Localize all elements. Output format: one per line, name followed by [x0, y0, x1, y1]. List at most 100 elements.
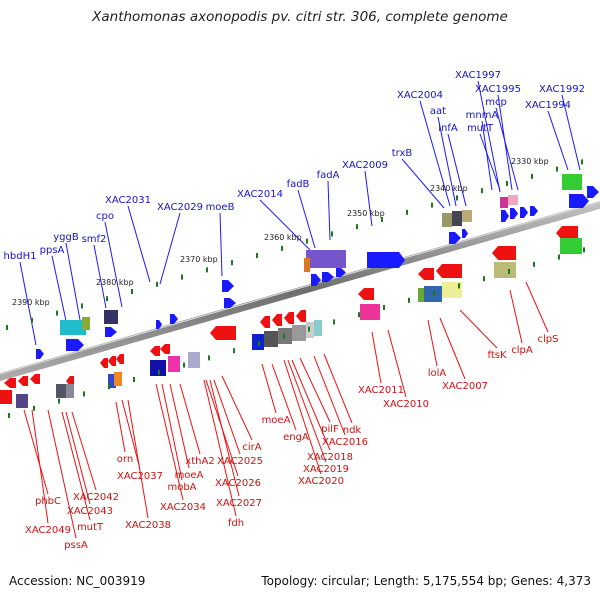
forward-gene-block — [82, 317, 90, 330]
top-tick-mark — [481, 188, 483, 194]
reverse-gene-arrow — [260, 316, 270, 328]
forward-gene-block — [304, 258, 310, 272]
leader-line — [364, 170, 373, 227]
leader-line — [219, 212, 223, 277]
leader-line — [159, 212, 181, 285]
forward-gene-block — [462, 210, 472, 222]
gene-label: moeA — [262, 415, 291, 426]
bottom-tick-mark — [208, 355, 210, 361]
bottom-tick-mark — [533, 261, 535, 267]
backbone-rod — [0, 200, 600, 382]
forward-gene-block — [508, 195, 518, 205]
reverse-gene-block — [292, 325, 306, 341]
top-tick-mark — [106, 296, 108, 302]
scale-tick-label: 2360 kbp — [264, 233, 302, 242]
reverse-gene-arrow — [284, 312, 294, 324]
leader-line — [161, 383, 183, 481]
gene-label: fdh — [228, 518, 244, 529]
backbone-highlight — [0, 201, 600, 375]
forward-gene-block — [60, 320, 86, 335]
reverse-gene-arrow — [556, 226, 578, 240]
leader-line — [401, 158, 445, 209]
forward-gene-arrow — [510, 208, 518, 219]
gene-label: XAC2011 — [358, 385, 404, 396]
bottom-tick-mark — [483, 276, 485, 282]
leader-line — [561, 94, 581, 171]
top-tick-mark — [181, 274, 183, 280]
leader-line — [313, 355, 346, 436]
leader-line — [71, 411, 97, 491]
top-tick-mark — [406, 209, 408, 215]
bottom-tick-mark — [508, 269, 510, 274]
gene-label: mcp — [485, 97, 507, 108]
leader-line — [477, 80, 501, 193]
reverse-gene-block — [264, 331, 278, 347]
gene-label: XAC1994 — [525, 100, 571, 111]
bottom-tick-mark — [283, 333, 285, 339]
gene-label: moeA — [175, 470, 204, 481]
reverse-gene-arrow — [436, 264, 462, 278]
forward-gene-arrow — [222, 280, 234, 292]
reverse-gene-block — [560, 238, 582, 254]
scale-tick-label: 2380 kbp — [96, 278, 134, 287]
gene-label: ftsK — [487, 350, 506, 361]
top-tick-mark — [56, 310, 58, 316]
leader-line — [127, 205, 151, 283]
bottom-tick-mark — [358, 312, 360, 318]
forward-gene-block — [306, 250, 346, 268]
leader-line — [19, 261, 37, 346]
gene-label: xthA2 — [185, 456, 214, 467]
forward-gene-arrow — [449, 232, 461, 244]
top-tick-mark — [231, 260, 233, 266]
gene-label: clpS — [538, 334, 559, 345]
gene-label: fadA — [317, 170, 340, 181]
gene-label: XAC2004 — [397, 90, 443, 101]
gene-label: engA — [283, 432, 309, 443]
gene-label: phbC — [35, 496, 61, 507]
scale-tick-label: 2370 kbp — [180, 255, 218, 264]
gene-label: hbdH1 — [4, 251, 37, 262]
gene-label: XAC2020 — [298, 476, 344, 487]
top-tick-mark — [156, 281, 158, 287]
gene-label: XAC2014 — [237, 189, 283, 200]
forward-gene-arrow — [587, 186, 599, 198]
leader-line — [155, 383, 184, 501]
scale-tick-label: 2330 kbp — [511, 157, 549, 166]
reverse-gene-arrow — [296, 310, 306, 322]
forward-gene-arrow — [66, 339, 84, 351]
bottom-tick-mark — [158, 369, 160, 375]
top-tick-mark — [456, 195, 458, 201]
top-tick-mark — [81, 303, 83, 309]
forward-gene-block — [562, 174, 582, 190]
forward-gene-arrow — [224, 298, 236, 308]
forward-gene-block — [452, 211, 462, 226]
bottom-tick-mark — [383, 305, 385, 310]
bottom-tick-mark — [433, 290, 435, 296]
reverse-gene-block — [494, 262, 516, 278]
bottom-tick-mark — [458, 283, 460, 289]
gene-label: moeB — [206, 202, 235, 213]
bottom-tick-mark — [83, 391, 85, 397]
bottom-tick-mark — [133, 377, 135, 382]
leader-line — [479, 133, 501, 191]
leader-line — [287, 359, 327, 463]
bottom-tick-mark — [333, 319, 335, 325]
reverse-gene-arrow — [358, 288, 374, 300]
forward-gene-arrow — [336, 268, 346, 277]
leader-line — [51, 255, 69, 331]
leader-line — [104, 221, 123, 308]
leader-line — [213, 379, 241, 455]
bottom-tick-mark — [308, 326, 310, 332]
gene-label: XAC2031 — [105, 195, 151, 206]
gene-label: smf2 — [82, 234, 107, 245]
leader-line — [299, 357, 331, 423]
leader-line — [291, 359, 331, 451]
bottom-tick-mark — [583, 247, 585, 253]
reverse-gene-block — [418, 288, 426, 302]
top-tick-mark — [356, 224, 358, 230]
leader-line — [547, 110, 569, 171]
top-tick-mark — [581, 159, 583, 165]
reverse-gene-arrow — [418, 268, 434, 280]
genome-summary-text: Topology: circular; Length: 5,175,554 bp… — [261, 574, 591, 588]
